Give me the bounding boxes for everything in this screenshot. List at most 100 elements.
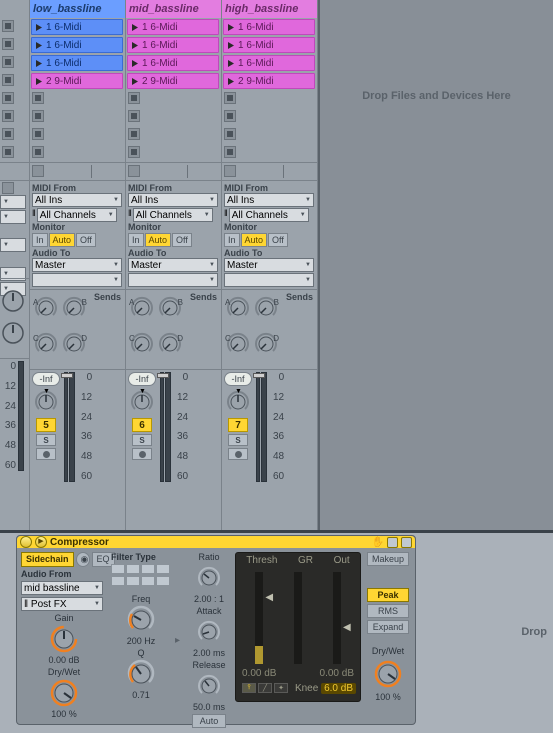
track-header[interactable]: low_bassline [30, 0, 125, 18]
track-activator[interactable]: 5 [36, 418, 56, 432]
play-icon[interactable] [130, 58, 140, 68]
play-icon[interactable] [130, 40, 140, 50]
pan-knob[interactable]: ▼ [226, 390, 250, 414]
monitor-auto[interactable]: Auto [145, 233, 172, 247]
partial-select[interactable] [0, 195, 26, 209]
send-knob-d[interactable]: D [254, 332, 278, 356]
solo-button[interactable]: S [36, 434, 56, 446]
stop-slot[interactable] [224, 128, 236, 140]
send-knob-a[interactable]: A [226, 296, 250, 320]
arm-button[interactable] [36, 448, 56, 460]
disp-view-3[interactable]: ✦ [274, 683, 288, 693]
filter-type-row1[interactable] [111, 564, 171, 574]
audio-to-sub-select[interactable] [128, 273, 218, 287]
send-knob-a[interactable]: A [34, 296, 58, 320]
stop-slot[interactable] [2, 20, 14, 32]
play-icon[interactable] [226, 76, 236, 86]
midi-channel-select[interactable]: All Channels [229, 208, 309, 222]
clip-slot[interactable]: 1 6-Midi [31, 19, 123, 35]
stop-slot[interactable] [128, 146, 140, 158]
drywet-knob[interactable] [372, 658, 404, 690]
monitor-off[interactable]: Off [172, 233, 192, 247]
volume-slider[interactable] [256, 372, 260, 482]
volume-readout[interactable]: -Inf [32, 372, 59, 386]
stop-slot[interactable] [32, 92, 44, 104]
stop-slot[interactable] [2, 146, 14, 158]
audio-to-sub-select[interactable] [224, 273, 314, 287]
clip-slot[interactable]: 1 6-Midi [223, 19, 315, 35]
pan-knob[interactable]: ▼ [34, 390, 58, 414]
stop-slot[interactable] [2, 92, 14, 104]
volume-readout[interactable]: -Inf [128, 372, 155, 386]
filter-type-row2[interactable] [111, 576, 171, 586]
play-icon[interactable] [130, 22, 140, 32]
compressor-display[interactable]: ThreshGROut ◀ ◀ 0.00 dB0.00 dB ⫯ ╱ ✦ Kne… [235, 552, 361, 702]
play-icon[interactable] [130, 76, 140, 86]
send-knob-b[interactable]: B [254, 296, 278, 320]
volume-readout[interactable]: -Inf [224, 372, 251, 386]
freq-knob[interactable] [125, 604, 157, 636]
clip-slot[interactable]: 2 9-Midi [31, 73, 123, 89]
volume-slider[interactable] [160, 372, 164, 482]
drop-devices-area-2[interactable]: Drop [420, 535, 551, 728]
play-icon[interactable] [226, 58, 236, 68]
audio-to-sub-select[interactable] [32, 273, 122, 287]
audio-to-select[interactable]: Master [128, 258, 218, 272]
play-icon[interactable] [34, 58, 44, 68]
clip-slot[interactable]: 1 6-Midi [223, 55, 315, 71]
stop-slot[interactable] [224, 110, 236, 122]
device-hotswap[interactable] [401, 537, 412, 548]
arm-button[interactable] [132, 448, 152, 460]
drywet-knob-sc[interactable] [48, 677, 80, 709]
clip-slot[interactable]: 1 6-Midi [127, 55, 219, 71]
monitor-in[interactable]: In [128, 233, 144, 247]
stop-slot[interactable] [32, 146, 44, 158]
expand-button[interactable]: Expand [367, 620, 409, 634]
monitor-off[interactable]: Off [76, 233, 96, 247]
partial-select[interactable] [0, 238, 26, 252]
auto-release-button[interactable]: Auto [192, 714, 226, 728]
clip-slot[interactable]: 1 6-Midi [127, 19, 219, 35]
attack-knob[interactable] [197, 620, 221, 644]
monitor-in[interactable]: In [32, 233, 48, 247]
send-knob-b[interactable]: B [158, 296, 182, 320]
play-icon[interactable] [226, 22, 236, 32]
device-fold[interactable] [35, 536, 47, 548]
sidechain-routing-select[interactable]: ‖ Post FX [21, 597, 103, 611]
midi-channel-select[interactable]: All Channels [133, 208, 213, 222]
disp-view-2[interactable]: ╱ [258, 683, 272, 693]
send-knob-d[interactable]: D [62, 332, 86, 356]
clip-slot[interactable]: 2 9-Midi [223, 73, 315, 89]
clip-slot[interactable]: 1 6-Midi [127, 37, 219, 53]
knee-value[interactable]: 6.0 dB [321, 683, 356, 694]
send-knob-c[interactable]: C [226, 332, 250, 356]
peak-button[interactable]: Peak [367, 588, 409, 602]
q-knob[interactable] [125, 658, 157, 690]
solo-button[interactable]: S [228, 434, 248, 446]
stop-slot[interactable] [128, 110, 140, 122]
solo-button[interactable]: S [132, 434, 152, 446]
device-save[interactable] [387, 537, 398, 548]
stop-slot[interactable] [2, 128, 14, 140]
send-knob-c[interactable]: C [130, 332, 154, 356]
device-activator[interactable] [20, 536, 32, 548]
stop-slot[interactable] [2, 38, 14, 50]
stop-slot[interactable] [128, 92, 140, 104]
makeup-button[interactable]: Makeup [367, 552, 409, 566]
midi-from-select[interactable]: All Ins [128, 193, 218, 207]
stop-slot[interactable] [2, 74, 14, 86]
midi-from-select[interactable]: All Ins [224, 193, 314, 207]
disp-view-1[interactable]: ⫯ [242, 683, 256, 693]
track-header[interactable]: high_bassline [222, 0, 317, 18]
monitor-auto[interactable]: Auto [241, 233, 268, 247]
clip-slot[interactable]: 2 9-Midi [127, 73, 219, 89]
monitor-auto[interactable]: Auto [49, 233, 76, 247]
clip-slot[interactable]: 1 6-Midi [31, 37, 123, 53]
monitor-off[interactable]: Off [268, 233, 288, 247]
sidechain-listen[interactable]: ◉ [76, 552, 90, 567]
partial-select[interactable] [0, 210, 26, 224]
volume-slider[interactable] [64, 372, 68, 482]
io-toggle[interactable] [2, 182, 14, 194]
stop-slot[interactable] [224, 146, 236, 158]
release-knob[interactable] [197, 674, 221, 698]
